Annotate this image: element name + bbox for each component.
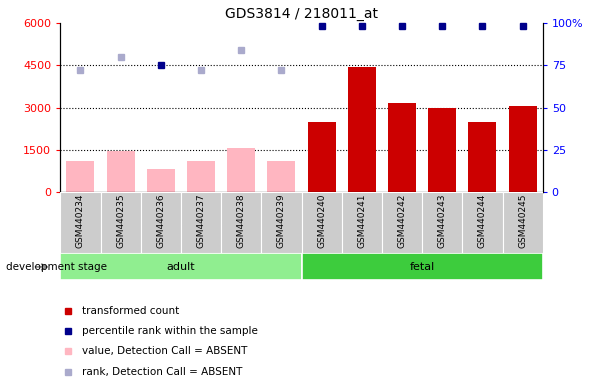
Bar <box>187 161 215 192</box>
Bar <box>181 192 221 253</box>
Bar <box>302 192 342 253</box>
Text: percentile rank within the sample: percentile rank within the sample <box>81 326 257 336</box>
Text: GSM440239: GSM440239 <box>277 194 286 248</box>
Text: GSM440244: GSM440244 <box>478 194 487 248</box>
Bar <box>469 122 496 192</box>
Bar <box>502 192 543 253</box>
Text: fetal: fetal <box>409 262 435 272</box>
Text: value, Detection Call = ABSENT: value, Detection Call = ABSENT <box>81 346 247 356</box>
Bar <box>60 192 101 253</box>
Text: GSM440236: GSM440236 <box>156 194 165 248</box>
Bar <box>107 151 134 192</box>
Bar <box>342 192 382 253</box>
Bar <box>508 106 537 192</box>
Bar <box>261 192 302 253</box>
Bar <box>422 192 463 253</box>
Text: GSM440238: GSM440238 <box>237 194 245 248</box>
Text: rank, Detection Call = ABSENT: rank, Detection Call = ABSENT <box>81 367 242 377</box>
Text: GSM440243: GSM440243 <box>438 194 447 248</box>
Text: GSM440235: GSM440235 <box>116 194 125 248</box>
Bar <box>388 103 416 192</box>
Text: GSM440241: GSM440241 <box>358 194 366 248</box>
Bar <box>227 148 255 192</box>
Bar <box>60 253 302 280</box>
Bar <box>382 192 422 253</box>
Text: GSM440245: GSM440245 <box>518 194 527 248</box>
Text: adult: adult <box>166 262 195 272</box>
Text: GSM440242: GSM440242 <box>397 194 406 248</box>
Text: development stage: development stage <box>6 262 107 272</box>
Text: GSM440240: GSM440240 <box>317 194 326 248</box>
Bar <box>348 67 376 192</box>
Text: transformed count: transformed count <box>81 306 178 316</box>
Bar <box>66 161 95 192</box>
Bar <box>463 192 502 253</box>
Bar <box>101 192 140 253</box>
Bar <box>267 161 295 192</box>
Bar <box>428 108 456 192</box>
Bar <box>140 192 181 253</box>
Bar <box>147 169 175 192</box>
Text: GSM440234: GSM440234 <box>76 194 85 248</box>
Bar <box>308 122 336 192</box>
Bar <box>221 192 261 253</box>
Bar <box>302 253 543 280</box>
Text: GSM440237: GSM440237 <box>197 194 206 248</box>
Title: GDS3814 / 218011_at: GDS3814 / 218011_at <box>225 7 378 21</box>
